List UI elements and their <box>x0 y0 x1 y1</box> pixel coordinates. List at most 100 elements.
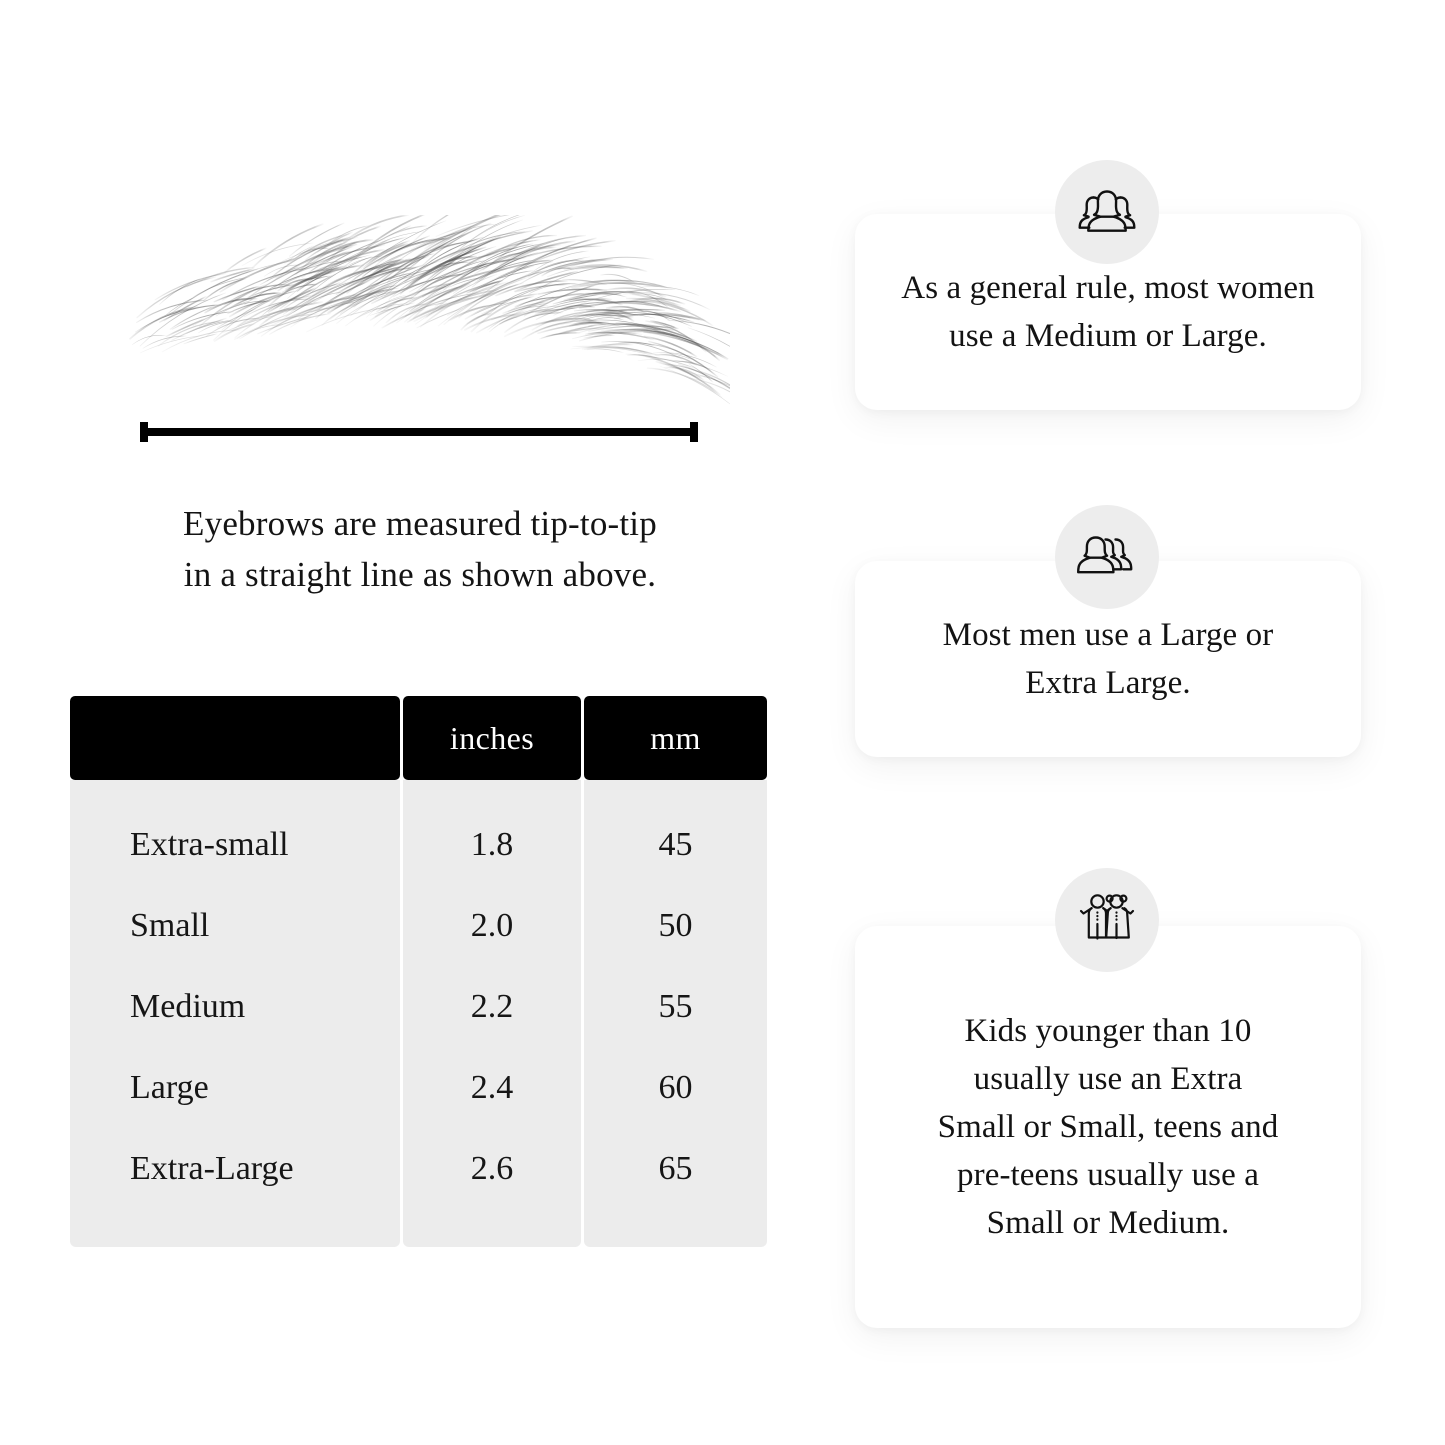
eyebrow-hair <box>626 290 671 310</box>
eyebrow-hair <box>305 256 373 298</box>
eyebrow-hair <box>285 281 342 313</box>
table-row: Small <box>130 906 210 944</box>
measurement-caption-line-1: Eyebrows are measured tip-to-tip <box>183 504 657 543</box>
eyebrow-hair <box>306 305 396 333</box>
eyebrow-hair <box>581 315 615 322</box>
eyebrow-hair <box>142 335 187 349</box>
eyebrow-hair <box>358 252 405 281</box>
eyebrow-hair <box>486 234 558 258</box>
table-row: Large <box>130 1068 209 1106</box>
eyebrow-hair <box>285 281 347 317</box>
eyebrow-hair <box>604 287 667 298</box>
eyebrow-hair <box>198 283 268 327</box>
eyebrow-hair <box>401 296 455 320</box>
eyebrow-hair <box>474 254 530 284</box>
eyebrow-hair <box>136 299 208 323</box>
table-cell-mm: 45 <box>658 825 693 863</box>
eyebrow-hair <box>131 334 166 345</box>
eyebrow-hair <box>527 250 589 276</box>
eyebrow-hair <box>364 287 400 302</box>
eyebrow-hair <box>169 305 216 330</box>
tip-card-kids-line-3: Small or Small, teens and <box>937 1109 1279 1145</box>
eyebrow-hair <box>567 279 638 289</box>
eyebrow-hair <box>315 299 349 319</box>
eyebrow-hair <box>376 296 417 313</box>
eyebrow-hair <box>614 313 700 321</box>
eyebrow-hair <box>227 300 271 315</box>
eyebrow-hair <box>284 298 318 318</box>
eyebrow-hair <box>183 333 218 345</box>
eyebrow-hair <box>326 240 360 263</box>
size-table-header-row: inches mm <box>70 696 767 780</box>
eyebrow-hair <box>159 304 222 323</box>
eyebrow-hair <box>458 282 525 319</box>
tip-card-men-line-2: Extra Large. <box>1025 665 1191 701</box>
eyebrow-hair <box>210 268 255 283</box>
table-cell-inches: 1.8 <box>470 825 514 863</box>
table-header-mm: mm <box>584 696 767 780</box>
eyebrow-hair <box>403 243 481 283</box>
eyebrow-hair <box>271 294 366 326</box>
eyebrow-hair <box>529 283 582 294</box>
table-cell-mm: 60 <box>658 1068 693 1106</box>
eyebrow-hair <box>433 257 526 284</box>
eyebrow-hair <box>344 255 383 268</box>
size-table-col-mm: 45 50 55 60 65 <box>584 780 767 1247</box>
eyebrow-hair <box>411 261 471 281</box>
eyebrow-hair <box>643 335 698 358</box>
eyebrow-hair <box>625 353 697 369</box>
eyebrow-hair <box>415 286 498 325</box>
eyebrow-hair <box>231 294 315 332</box>
eyebrow-hair <box>688 377 763 416</box>
eyebrow-hair <box>336 287 411 324</box>
tip-card-women-line-1: As a general rule, most women <box>901 270 1315 306</box>
table-cell-inches: 2.4 <box>470 1068 514 1106</box>
eyebrow-hair <box>581 343 634 350</box>
men-group-icon <box>1077 536 1133 574</box>
eyebrow-hair <box>439 230 533 263</box>
eyebrow-hair <box>639 286 700 296</box>
eyebrow-hair <box>244 266 338 305</box>
eyebrow-hair <box>419 281 508 328</box>
kids-pair-icon-badge <box>1055 868 1159 972</box>
tip-card-kids-line-4: pre-teens usually use a <box>957 1157 1259 1193</box>
table-row: Extra-small <box>130 825 289 863</box>
eyebrow-hair <box>357 267 441 295</box>
eyebrow-hair <box>466 279 504 294</box>
eyebrow-hair <box>362 263 396 278</box>
eyebrow-hair <box>457 215 525 252</box>
sizing-tips-panel: As a general rule, most women use a Medi… <box>800 0 1445 1445</box>
eyebrow-hair <box>594 330 675 337</box>
eyebrow-hair <box>646 367 723 398</box>
eyebrow-hair <box>607 310 689 324</box>
eyebrow-hair <box>192 299 253 327</box>
measurement-caption-line-2: in a straight line as shown above. <box>183 555 657 594</box>
tip-card-women-text: As a general rule, most women use a Medi… <box>901 264 1314 360</box>
eyebrow-hair <box>475 309 527 334</box>
eyebrow-hair <box>519 258 604 285</box>
tip-card-women-line-2: use a Medium or Large. <box>949 318 1267 354</box>
eyebrow-hair <box>435 212 520 237</box>
tip-card-kids-line-5: Small or Medium. <box>986 1205 1230 1241</box>
eyebrow-hair <box>139 292 227 347</box>
eyebrow-hair <box>606 312 692 327</box>
eyebrow-hair <box>288 222 345 257</box>
eyebrow-hair <box>271 243 358 284</box>
size-table-col-inches: 1.8 2.0 2.2 2.4 2.6 <box>403 780 581 1247</box>
eyebrow-hair <box>351 290 385 308</box>
eyebrow-hair <box>508 284 577 312</box>
eyebrow-illustration <box>110 195 766 416</box>
eyebrow-hair <box>360 220 447 270</box>
tip-card-kids-text: Kids younger than 10 usually use an Extr… <box>938 1007 1279 1247</box>
eyebrow-hair <box>363 235 430 270</box>
eyebrow-hair <box>224 247 267 273</box>
eyebrow-hair <box>313 264 408 303</box>
eyebrow-hair <box>348 263 381 284</box>
eyebrow-hair <box>234 305 296 339</box>
eyebrow-hair <box>410 228 473 250</box>
eyebrow-hair <box>604 302 682 313</box>
eyebrow-hair <box>226 259 297 281</box>
eyebrow-hair <box>204 297 258 314</box>
eyebrow-hair <box>469 270 534 292</box>
size-table-col-names: Extra-small Small Medium Large Extra-Lar… <box>70 780 400 1247</box>
